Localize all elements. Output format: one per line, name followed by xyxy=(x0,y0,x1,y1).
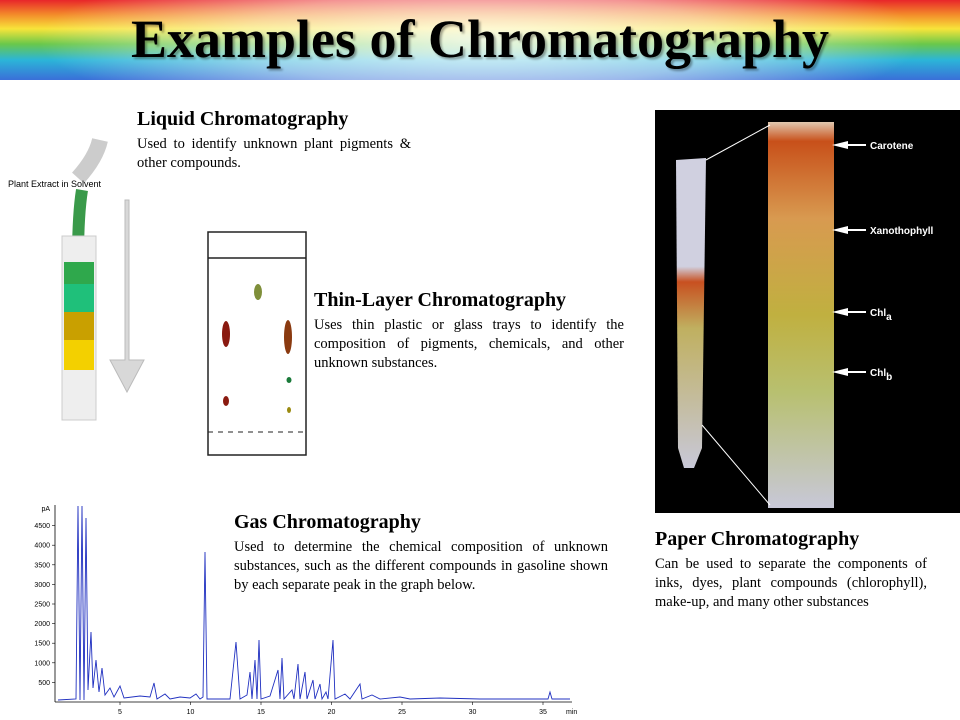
section-body: Used to determine the chemical compositi… xyxy=(234,539,608,593)
spot xyxy=(284,320,292,354)
section-body: Can be used to separate the components o… xyxy=(655,556,927,610)
title-banner xyxy=(0,0,960,80)
y-tick-label: 3000 xyxy=(34,582,50,589)
x-tick-label: 30 xyxy=(469,709,477,716)
gas-figure: pA min 500 1000 1500 2000 2500 3000 3500 4000 45… xyxy=(34,505,577,716)
section: Gas Chromatography Used to determine the… xyxy=(234,511,608,595)
band-label: Carotene xyxy=(870,141,914,152)
arrow xyxy=(109,199,145,394)
zoom-line xyxy=(701,424,771,506)
y-tick-label: 2000 xyxy=(34,621,50,628)
label-arrow xyxy=(832,308,866,316)
x-tick-label: 35 xyxy=(539,709,547,716)
band xyxy=(64,340,94,370)
y-tick-label: 1000 xyxy=(34,660,50,667)
band-name: Xanothophyll xyxy=(870,226,934,237)
spot xyxy=(254,284,262,300)
band xyxy=(64,262,94,284)
section: Thin-Layer Chromatography Uses thin plas… xyxy=(314,289,624,373)
section-heading: Liquid Chromatography xyxy=(137,108,349,130)
section: Paper Chromatography Can be used to sepa… xyxy=(655,528,927,612)
band-label: Chlb xyxy=(870,368,892,383)
band-name: Chl xyxy=(870,308,886,319)
label-arrow xyxy=(832,141,866,149)
liquid-figure: Plant Extract in Solvent xyxy=(8,137,145,421)
y-tick-label: 4500 xyxy=(34,523,50,530)
strip-large xyxy=(768,122,834,508)
band-name: Carotene xyxy=(870,141,914,152)
band-label: Xanothophyll xyxy=(870,226,934,237)
section: Liquid Chromatography Used to identify u… xyxy=(137,108,411,173)
spot xyxy=(222,321,230,347)
x-unit: min xyxy=(566,709,577,716)
y-tick-label: 1500 xyxy=(34,641,50,648)
figure-label: Plant Extract in Solvent xyxy=(8,179,102,189)
y-tick-label: 3500 xyxy=(34,562,50,569)
y-tick-label: 500 xyxy=(38,680,50,687)
y-unit: pA xyxy=(41,506,50,513)
y-tick-label: 4000 xyxy=(34,543,50,550)
funnel xyxy=(71,137,108,184)
x-tick-label: 15 xyxy=(257,709,265,716)
x-tick-label: 20 xyxy=(328,709,336,716)
section-heading: Paper Chromatography xyxy=(655,528,860,550)
band xyxy=(64,312,94,340)
slide-title: Examples of Chromatography xyxy=(130,9,830,69)
x-tick-label: 5 xyxy=(118,709,122,716)
spot xyxy=(286,377,292,383)
band xyxy=(64,284,94,312)
band-label: Chla xyxy=(870,308,892,323)
label-arrow xyxy=(832,368,866,376)
y-tick-label: 2500 xyxy=(34,602,50,609)
section-body: Uses thin plastic or glass trays to iden… xyxy=(314,317,624,371)
band-subscript: b xyxy=(886,372,892,383)
band-subscript: a xyxy=(886,312,892,323)
spot xyxy=(223,396,229,406)
band-name: Chl xyxy=(870,368,886,379)
tlc-figure xyxy=(207,231,307,456)
chromatogram-trace xyxy=(57,505,570,701)
label-arrow xyxy=(832,226,866,234)
spot xyxy=(287,407,291,413)
section-heading: Gas Chromatography xyxy=(234,511,421,533)
section-body: Used to identify unknown plant pigments … xyxy=(137,136,411,171)
section-heading: Thin-Layer Chromatography xyxy=(314,289,567,311)
x-tick-label: 10 xyxy=(187,709,195,716)
zoom-line xyxy=(705,124,771,161)
strip-small xyxy=(676,158,706,468)
x-tick-label: 25 xyxy=(398,709,406,716)
